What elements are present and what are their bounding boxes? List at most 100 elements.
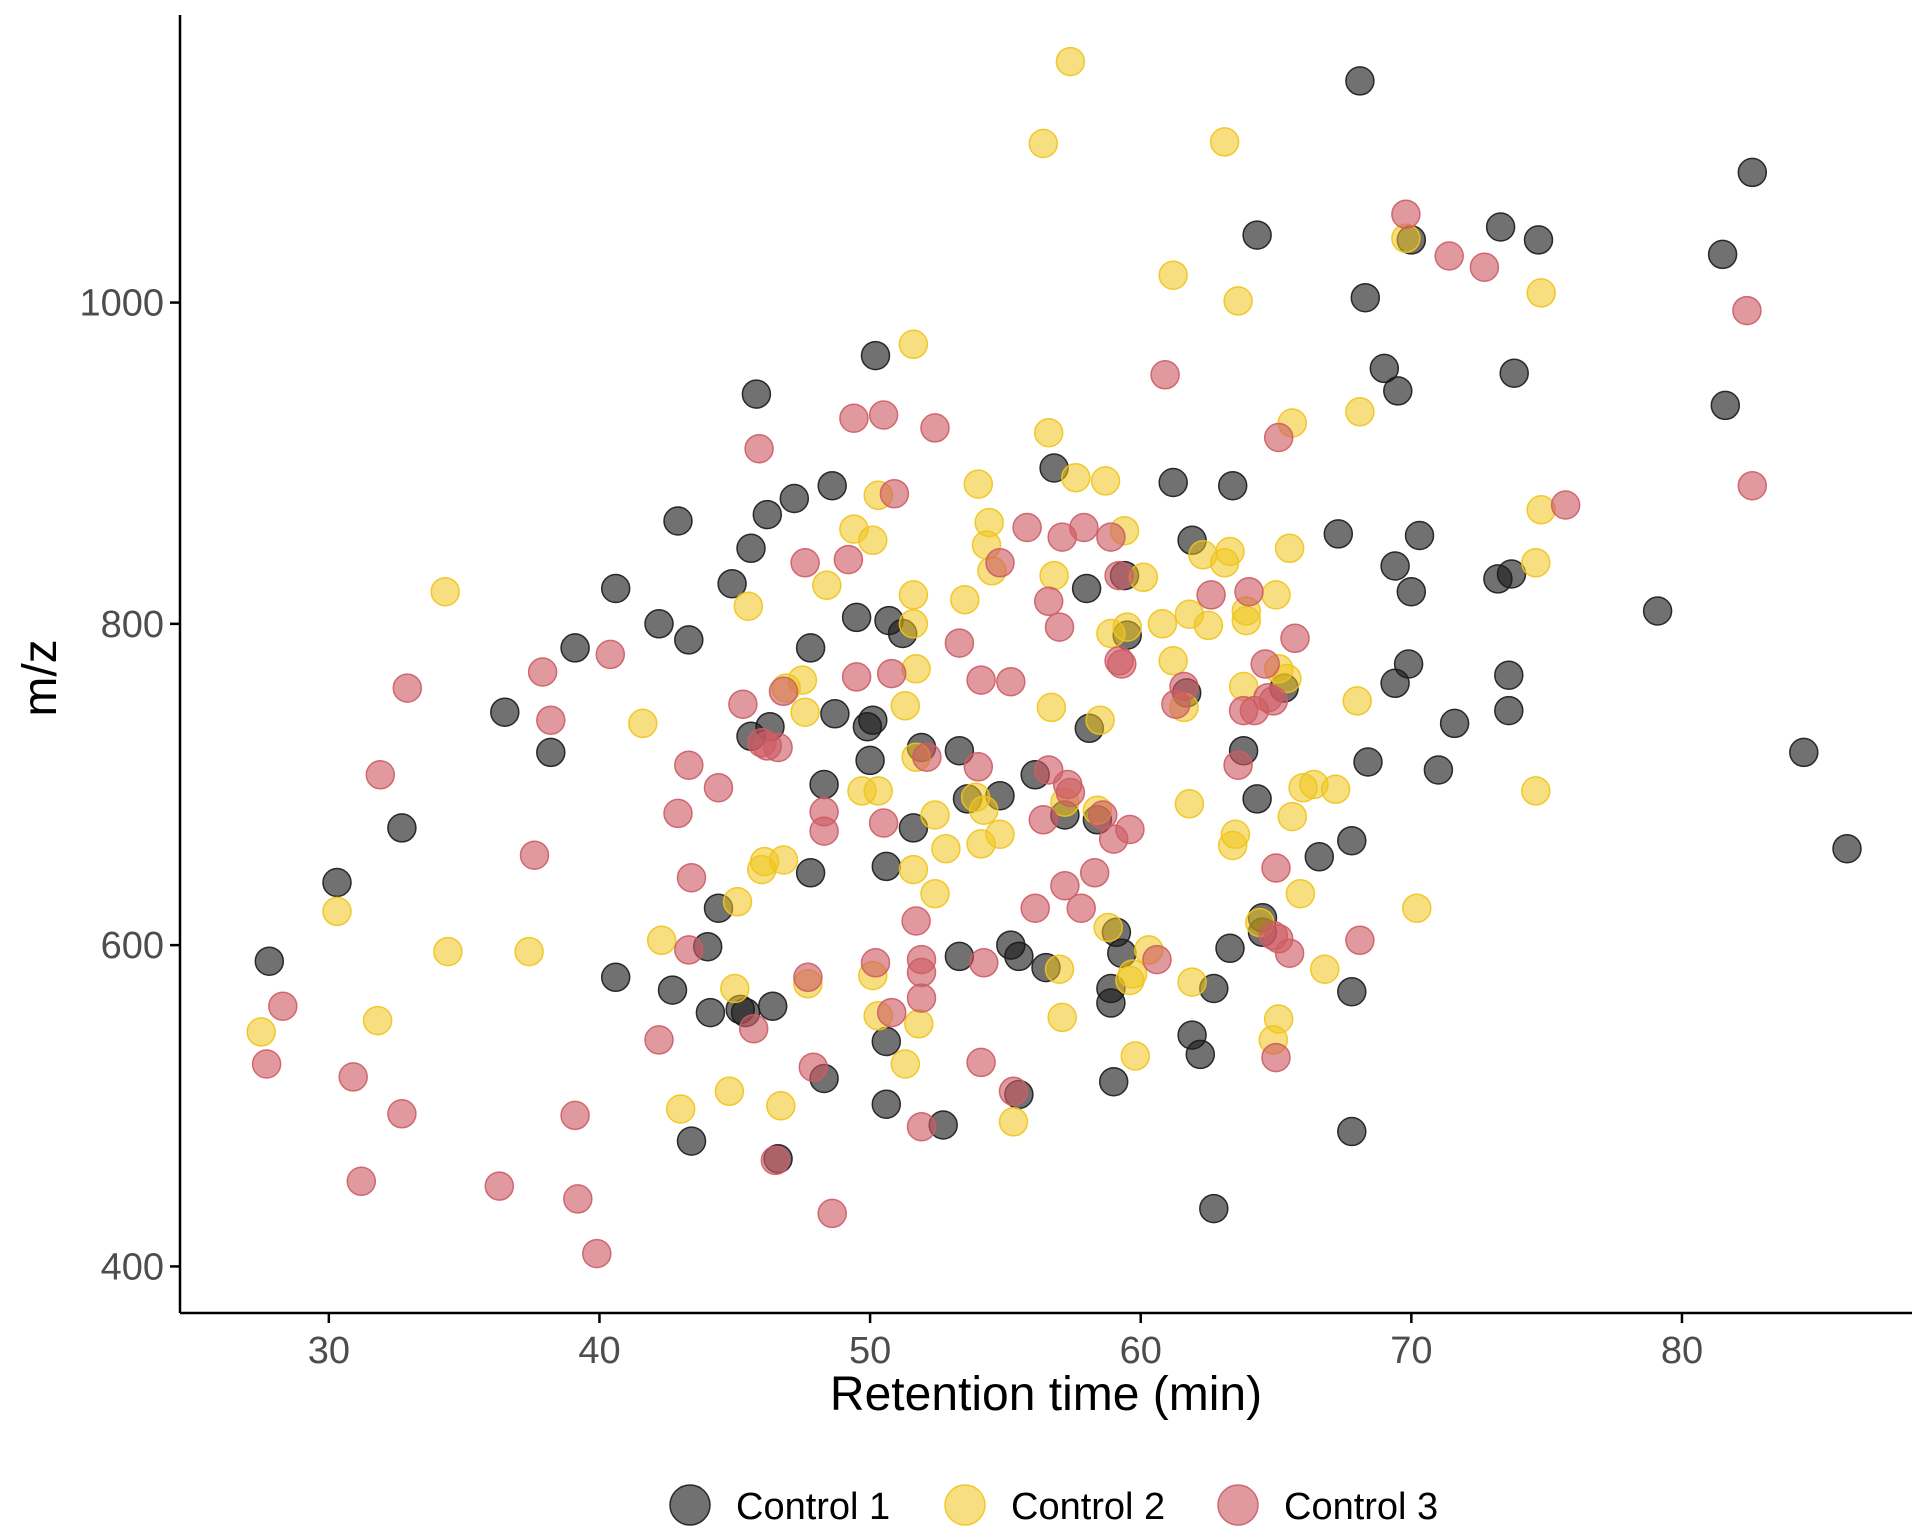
data-point	[872, 852, 900, 880]
data-point	[1384, 377, 1412, 405]
data-point	[1381, 552, 1409, 580]
data-point	[1424, 756, 1452, 784]
series-3-points	[253, 200, 1767, 1267]
data-point	[840, 404, 868, 432]
data-point	[1067, 894, 1095, 922]
data-point	[1211, 128, 1239, 156]
data-point	[1035, 587, 1063, 615]
data-point	[1525, 226, 1553, 254]
y-tick-label: 600	[101, 925, 164, 967]
data-point	[1151, 361, 1179, 389]
data-point	[1406, 522, 1434, 550]
data-point	[880, 480, 908, 508]
legend-label: Control 3	[1284, 1486, 1438, 1528]
data-point	[1281, 624, 1309, 652]
data-point	[734, 592, 762, 620]
legend-swatch	[670, 1485, 710, 1525]
data-point	[1062, 464, 1090, 492]
data-point	[1200, 1195, 1228, 1223]
data-point	[1048, 1003, 1076, 1031]
x-tick-label: 30	[308, 1330, 350, 1372]
data-point	[1338, 1118, 1366, 1146]
data-point	[721, 975, 749, 1003]
data-point	[645, 1026, 673, 1054]
data-point	[791, 549, 819, 577]
data-point	[645, 610, 673, 638]
data-point	[515, 938, 543, 966]
data-point	[1790, 738, 1818, 766]
x-tick-label: 40	[578, 1330, 620, 1372]
legend-swatch	[1218, 1485, 1258, 1525]
x-tick-label: 50	[849, 1330, 891, 1372]
data-point	[1346, 398, 1374, 426]
data-point	[1833, 835, 1861, 863]
y-tick-label: 400	[101, 1246, 164, 1288]
data-point	[818, 1199, 846, 1227]
data-point	[675, 936, 703, 964]
data-point	[932, 835, 960, 863]
data-point	[529, 658, 557, 686]
data-point	[1035, 419, 1063, 447]
data-point	[921, 880, 949, 908]
data-point	[247, 1018, 275, 1046]
data-point	[970, 949, 998, 977]
data-point	[1013, 514, 1041, 542]
data-point	[878, 660, 906, 688]
data-point	[891, 1050, 919, 1078]
data-point	[1470, 253, 1498, 281]
data-point	[1495, 697, 1523, 725]
data-point	[1000, 1077, 1028, 1105]
data-point	[856, 746, 884, 774]
data-point	[1276, 534, 1304, 562]
data-point	[1265, 424, 1293, 452]
points-layer	[247, 48, 1861, 1268]
series-2-points	[247, 48, 1555, 1136]
data-point	[791, 698, 819, 726]
data-point	[1224, 287, 1252, 315]
data-point	[434, 938, 462, 966]
data-point	[1395, 650, 1423, 678]
data-point	[1159, 261, 1187, 289]
data-point	[323, 869, 351, 897]
x-axis-ticks: 30 40 50 60 70 80	[308, 1313, 1703, 1372]
data-point	[664, 799, 692, 827]
data-point	[870, 809, 898, 837]
data-point	[521, 841, 549, 869]
data-point	[1175, 790, 1203, 818]
data-point	[878, 999, 906, 1027]
data-point	[1397, 578, 1425, 606]
data-point	[1259, 687, 1287, 715]
data-point	[491, 698, 519, 726]
data-point	[1527, 496, 1555, 524]
data-point	[1346, 67, 1374, 95]
data-point	[564, 1185, 592, 1213]
data-point	[1262, 1044, 1290, 1072]
data-point	[1143, 946, 1171, 974]
data-point	[1159, 647, 1187, 675]
data-point	[1113, 613, 1141, 641]
data-point	[1324, 520, 1352, 548]
data-point	[770, 677, 798, 705]
data-point	[761, 1146, 789, 1174]
data-point	[364, 1007, 392, 1035]
data-point	[1148, 610, 1176, 638]
data-point	[908, 1113, 936, 1141]
data-point	[843, 663, 871, 691]
data-point	[1092, 467, 1120, 495]
data-point	[797, 859, 825, 887]
data-point	[1495, 661, 1523, 689]
data-point	[872, 1028, 900, 1056]
data-point	[1251, 650, 1279, 678]
data-point	[1119, 960, 1147, 988]
data-point	[975, 509, 1003, 537]
data-point	[1305, 843, 1333, 871]
data-point	[1097, 989, 1125, 1017]
data-point	[696, 999, 724, 1027]
data-point	[1108, 650, 1136, 678]
data-point	[1005, 942, 1033, 970]
data-point	[1243, 785, 1271, 813]
y-axis-title: m/z	[14, 639, 67, 716]
data-point	[1738, 472, 1766, 500]
data-point	[1522, 777, 1550, 805]
data-point	[1522, 549, 1550, 577]
